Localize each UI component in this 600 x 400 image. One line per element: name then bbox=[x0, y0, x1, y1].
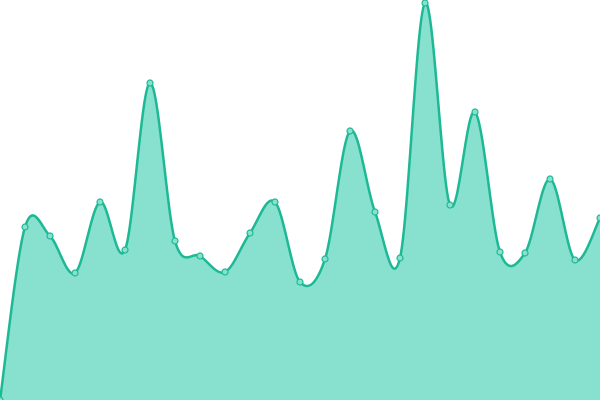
data-point bbox=[371, 208, 379, 216]
data-point bbox=[21, 223, 29, 231]
data-point bbox=[246, 229, 254, 237]
data-point bbox=[446, 201, 454, 209]
data-point bbox=[271, 198, 279, 206]
data-point bbox=[396, 254, 404, 262]
data-point bbox=[196, 252, 204, 260]
data-point bbox=[421, 0, 429, 7]
data-point bbox=[71, 269, 79, 277]
data-point bbox=[596, 214, 600, 222]
data-point bbox=[121, 246, 129, 254]
data-point bbox=[146, 79, 154, 87]
data-point bbox=[346, 127, 354, 135]
data-point bbox=[96, 198, 104, 206]
data-point bbox=[571, 256, 579, 264]
data-point bbox=[546, 175, 554, 183]
data-point bbox=[221, 268, 229, 276]
data-point bbox=[471, 108, 479, 116]
data-point bbox=[46, 232, 54, 240]
data-point bbox=[321, 255, 329, 263]
data-point bbox=[171, 237, 179, 245]
data-point bbox=[296, 278, 304, 286]
data-point bbox=[496, 248, 504, 256]
data-point bbox=[0, 396, 4, 400]
data-point bbox=[521, 249, 529, 257]
